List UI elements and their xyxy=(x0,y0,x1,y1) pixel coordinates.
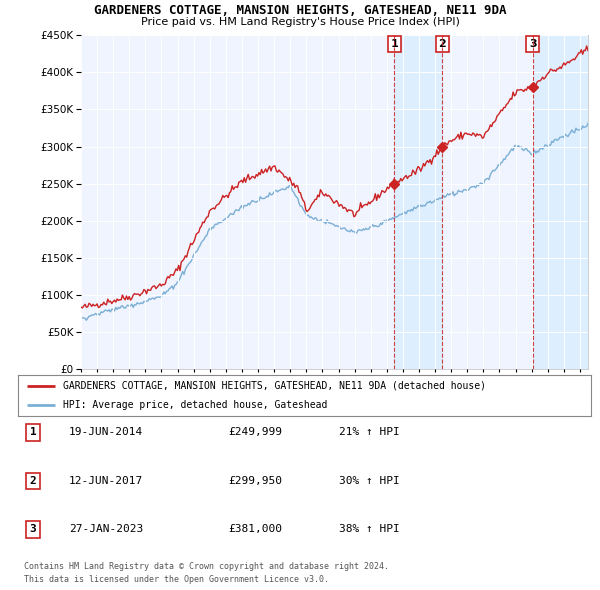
Text: 21% ↑ HPI: 21% ↑ HPI xyxy=(339,428,400,437)
Bar xyxy=(533,35,588,369)
Text: HPI: Average price, detached house, Gateshead: HPI: Average price, detached house, Gate… xyxy=(62,400,327,410)
Text: This data is licensed under the Open Government Licence v3.0.: This data is licensed under the Open Gov… xyxy=(24,575,329,584)
Text: £299,950: £299,950 xyxy=(228,476,282,486)
Text: £249,999: £249,999 xyxy=(228,428,282,437)
Text: 2: 2 xyxy=(439,39,446,49)
Text: 3: 3 xyxy=(29,525,37,534)
Text: 3: 3 xyxy=(529,39,536,49)
Text: 27-JAN-2023: 27-JAN-2023 xyxy=(69,525,143,534)
Text: Price paid vs. HM Land Registry's House Price Index (HPI): Price paid vs. HM Land Registry's House … xyxy=(140,17,460,27)
Text: £381,000: £381,000 xyxy=(228,525,282,534)
Text: GARDENERS COTTAGE, MANSION HEIGHTS, GATESHEAD, NE11 9DA (detached house): GARDENERS COTTAGE, MANSION HEIGHTS, GATE… xyxy=(62,381,485,391)
Text: 1: 1 xyxy=(29,428,37,437)
Text: GARDENERS COTTAGE, MANSION HEIGHTS, GATESHEAD, NE11 9DA: GARDENERS COTTAGE, MANSION HEIGHTS, GATE… xyxy=(94,4,506,17)
Text: 2: 2 xyxy=(29,476,37,486)
Text: 19-JUN-2014: 19-JUN-2014 xyxy=(69,428,143,437)
Text: 12-JUN-2017: 12-JUN-2017 xyxy=(69,476,143,486)
Text: 1: 1 xyxy=(391,39,398,49)
Text: Contains HM Land Registry data © Crown copyright and database right 2024.: Contains HM Land Registry data © Crown c… xyxy=(24,562,389,571)
Bar xyxy=(394,35,442,369)
Text: 30% ↑ HPI: 30% ↑ HPI xyxy=(339,476,400,486)
Text: 38% ↑ HPI: 38% ↑ HPI xyxy=(339,525,400,534)
